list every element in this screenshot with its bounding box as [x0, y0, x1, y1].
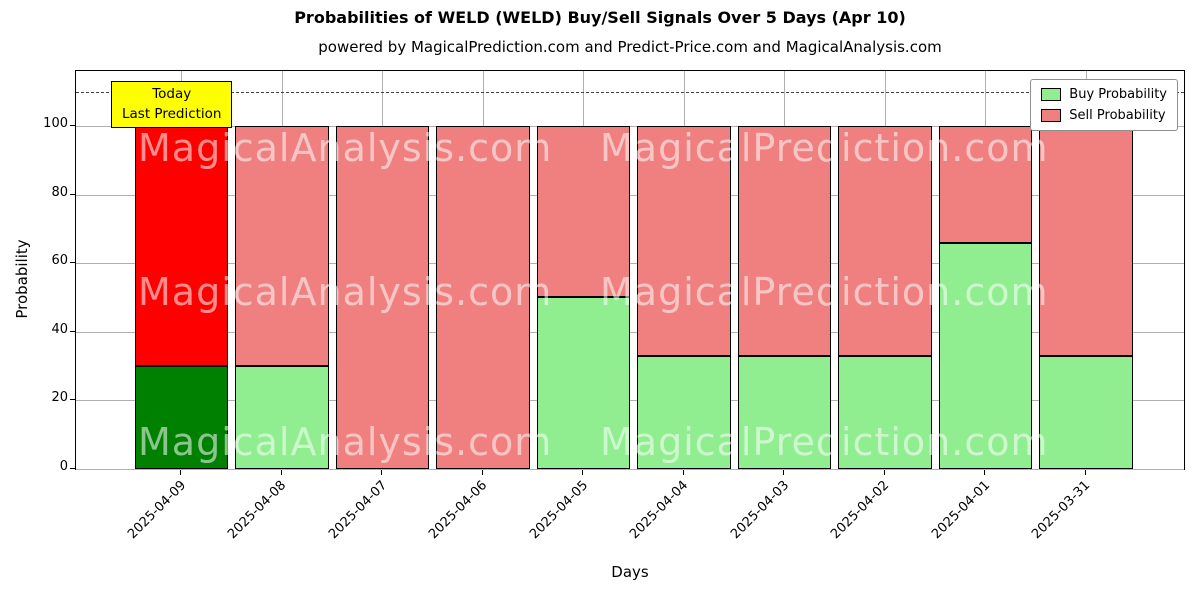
bar-2025-04-07-sell	[335, 125, 429, 469]
bar-2025-04-02-buy	[838, 355, 932, 469]
bar-2025-04-06-sell	[436, 125, 530, 469]
x-tick-mark	[783, 470, 785, 475]
y-gridline	[76, 469, 1184, 470]
x-tick-mark	[381, 470, 383, 475]
today-annotation-line2: Last Prediction	[122, 105, 222, 122]
y-tick-label: 100	[43, 115, 68, 131]
y-gridline	[76, 331, 1184, 333]
x-tick-mark	[481, 470, 483, 475]
legend-swatch-icon	[1041, 109, 1062, 122]
x-tick-label: 2025-04-02	[828, 478, 893, 543]
legend-label: Sell Probability	[1069, 108, 1166, 123]
bar-2025-04-02-sell	[838, 125, 932, 356]
y-gridline	[76, 400, 1184, 402]
y-tick-label: 80	[51, 184, 68, 200]
bar-2025-04-08-buy	[235, 366, 329, 469]
y-tick-mark	[70, 330, 75, 332]
bar-2025-04-04-buy	[637, 355, 731, 469]
y-tick-label: 40	[51, 321, 68, 337]
x-tick-mark	[180, 470, 182, 475]
chart-title: Probabilities of WELD (WELD) Buy/Sell Si…	[294, 8, 906, 27]
x-tick-label: 2025-04-09	[124, 478, 189, 543]
y-tick-mark	[70, 124, 75, 126]
y-tick-mark	[70, 468, 75, 469]
threshold-dashed-line	[76, 91, 1184, 93]
bar-2025-04-08-sell	[235, 125, 329, 367]
legend-item: Sell Probability	[1041, 108, 1167, 123]
x-tick-mark	[984, 470, 986, 475]
plot-area: Today Last Prediction Buy Probability Sel…	[75, 70, 1185, 470]
x-tick-mark	[883, 470, 885, 475]
legend-item: Buy Probability	[1041, 87, 1167, 102]
x-tick-label: 2025-04-01	[928, 478, 993, 543]
x-tick-label: 2025-04-03	[727, 478, 792, 543]
bar-2025-04-05-buy	[536, 297, 630, 469]
y-gridline	[76, 194, 1184, 196]
y-axis-label: Probability	[13, 239, 31, 319]
x-axis-label: Days	[611, 563, 649, 581]
x-tick-mark	[280, 470, 282, 475]
bar-2025-03-31-sell	[1039, 125, 1133, 356]
bar-2025-04-09-sell	[134, 125, 228, 367]
x-tick-mark	[582, 470, 584, 475]
bar-2025-04-03-sell	[737, 125, 831, 356]
x-tick-mark	[682, 470, 684, 475]
y-tick-label: 0	[59, 459, 68, 474]
bar-2025-04-04-sell	[637, 125, 731, 356]
x-tick-mark	[1084, 470, 1086, 475]
x-tick-label: 2025-03-31	[1029, 478, 1094, 543]
today-annotation-line1: Today	[152, 86, 192, 102]
legend-swatch-icon	[1041, 88, 1062, 101]
y-tick-mark	[70, 193, 75, 195]
bar-2025-04-03-buy	[737, 355, 831, 469]
today-annotation: Today Last Prediction	[111, 81, 233, 129]
legend: Buy Probability Sell Probability	[1030, 79, 1178, 131]
y-tick-mark	[70, 399, 75, 401]
bar-2025-04-05-sell	[536, 125, 630, 298]
bar-2025-04-09-buy	[134, 366, 228, 469]
bar-2025-03-31-buy	[1039, 355, 1133, 469]
chart-subtitle: powered by MagicalPrediction.com and Pre…	[318, 38, 942, 56]
bar-2025-04-01-buy	[938, 242, 1032, 469]
y-tick-label: 60	[51, 253, 68, 269]
x-tick-label: 2025-04-05	[526, 478, 591, 543]
y-tick-mark	[70, 262, 75, 264]
y-tick-label: 20	[51, 390, 68, 406]
legend-label: Buy Probability	[1069, 87, 1167, 102]
x-tick-label: 2025-04-08	[225, 478, 290, 543]
y-gridline	[76, 125, 1184, 127]
x-tick-label: 2025-04-04	[627, 478, 692, 543]
x-tick-label: 2025-04-07	[325, 478, 390, 543]
bar-2025-04-01-sell	[938, 125, 1032, 243]
y-gridline	[76, 263, 1184, 265]
x-tick-label: 2025-04-06	[426, 478, 491, 543]
